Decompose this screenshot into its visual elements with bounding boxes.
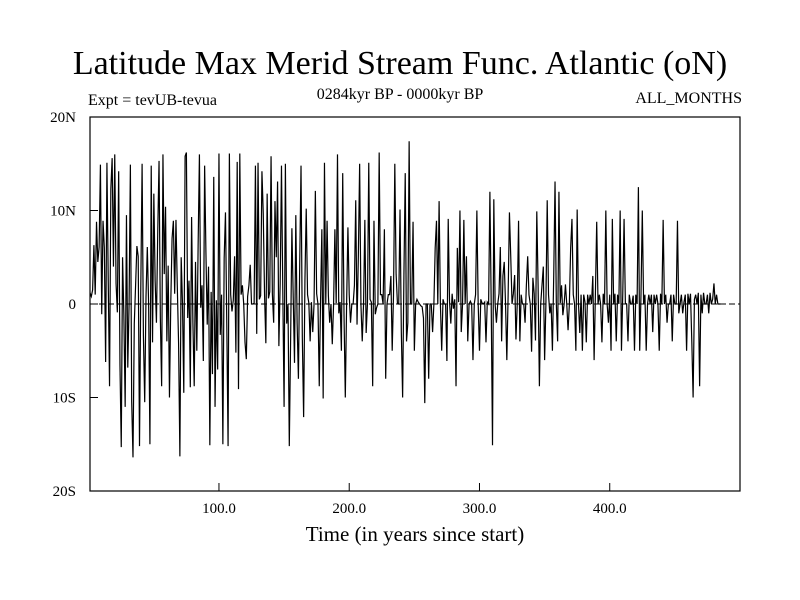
x-tick-label: 400.0 bbox=[593, 501, 627, 517]
y-axis: 20S 10S 0 10N 20N bbox=[50, 110, 98, 500]
y-tick-label: 20S bbox=[53, 484, 76, 500]
y-tick-label: 10N bbox=[50, 204, 76, 220]
series-line bbox=[89, 141, 721, 458]
x-axis: 100.0 200.0 300.0 400.0 bbox=[202, 483, 627, 517]
x-axis-label: Time (in years since start) bbox=[305, 522, 525, 546]
x-tick-label: 100.0 bbox=[202, 501, 236, 517]
x-tick-label: 300.0 bbox=[463, 501, 497, 517]
y-tick-label: 20N bbox=[50, 110, 76, 126]
period-label: 0284kyr BP - 0000kyr BP bbox=[316, 86, 484, 103]
x-tick-label: 200.0 bbox=[332, 501, 366, 517]
y-tick-label: 0 bbox=[69, 297, 77, 313]
experiment-label: Expt = tevUB-tevua bbox=[88, 92, 217, 109]
months-label: ALL_MONTHS bbox=[635, 90, 742, 107]
chart-title: Latitude Max Merid Stream Func. Atlantic… bbox=[72, 45, 728, 82]
y-tick-label: 10S bbox=[53, 391, 76, 407]
